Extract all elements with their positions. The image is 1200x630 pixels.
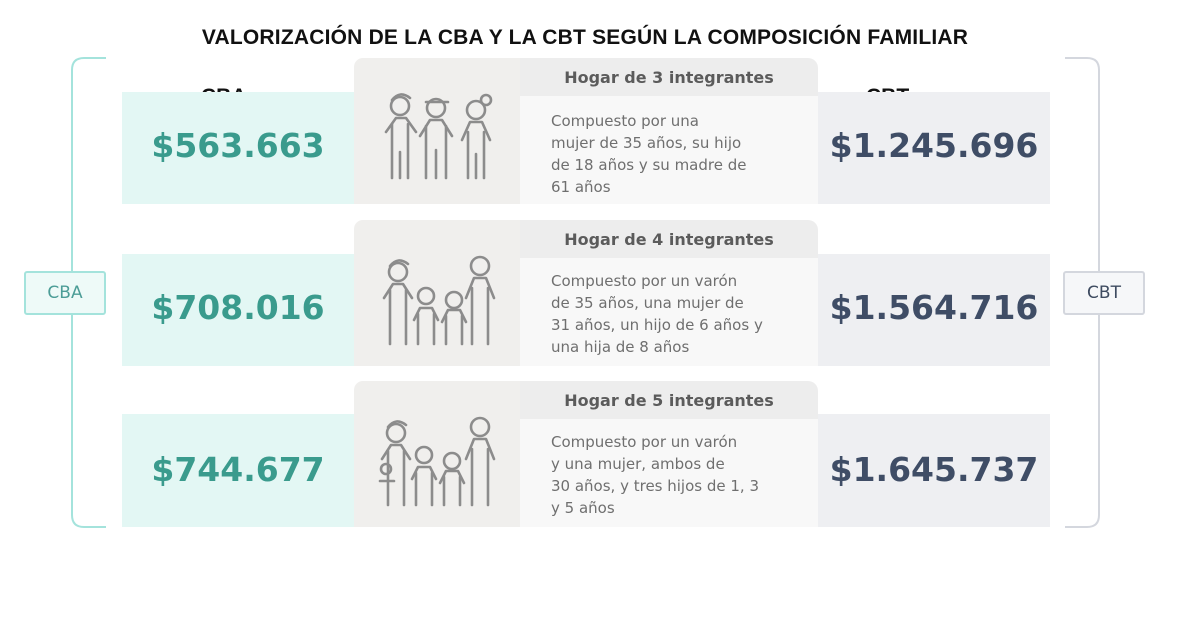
household-description: Compuesto por un varón y una mujer, ambo…	[551, 431, 801, 519]
cba-value: $708.016	[151, 288, 325, 327]
household-description: Compuesto por un varón de 35 años, una m…	[551, 270, 801, 358]
household-header: Hogar de 4 integrantes	[520, 220, 818, 258]
description-line: y una mujer, ambos de	[551, 455, 725, 473]
description-line: 61 años	[551, 178, 611, 196]
household-header: Hogar de 5 integrantes	[520, 381, 818, 419]
cba-value: $563.663	[151, 126, 325, 165]
description-line: Compuesto por una	[551, 112, 700, 130]
cbt-side-tag: CBT	[1063, 271, 1145, 315]
cbt-band	[818, 414, 1050, 527]
description-line: 30 años, y tres hijos de 1, 3	[551, 477, 760, 495]
icon-panel	[354, 58, 520, 204]
description-line: de 18 años y su madre de	[551, 156, 747, 174]
cbt-band	[818, 92, 1050, 204]
cba-band	[122, 92, 354, 204]
cbt-value: $1.564.716	[829, 288, 1039, 327]
family-3-icon	[384, 93, 493, 180]
household-header: Hogar de 3 integrantes	[520, 58, 818, 96]
cba-band	[122, 414, 354, 527]
family-5-icon	[378, 416, 496, 507]
cbt-band	[818, 254, 1050, 366]
description-line: Compuesto por un varón	[551, 433, 738, 451]
cbt-value: $1.245.696	[829, 126, 1039, 165]
description-line: una hija de 8 años	[551, 338, 690, 356]
cba-side-tag: CBA	[24, 271, 106, 315]
household-description: Compuesto por una mujer de 35 años, su h…	[551, 110, 801, 198]
page-title: VALORIZACIÓN DE LA CBA Y LA CBT SEGÚN LA…	[201, 26, 969, 49]
description-line: mujer de 35 años, su hijo	[551, 134, 742, 152]
cba-value: $744.677	[151, 450, 325, 489]
description-line: y 5 años	[551, 499, 615, 517]
description-line: Compuesto por un varón	[551, 272, 738, 290]
cbt-value: $1.645.737	[829, 450, 1039, 489]
description-line: 31 años, un hijo de 6 años y	[551, 316, 763, 334]
description-line: de 35 años, una mujer de	[551, 294, 744, 312]
family-4-icon	[382, 255, 496, 346]
cba-band	[122, 254, 354, 366]
